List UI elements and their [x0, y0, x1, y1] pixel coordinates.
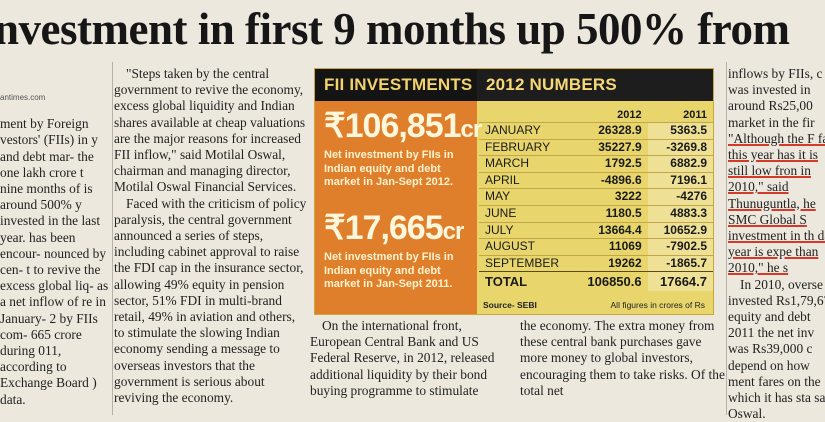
table-header-2012: 2012	[617, 109, 642, 121]
table-row: JANUARY 26328.9 5363.5	[479, 122, 713, 140]
table-units-note: All figures in crores of Rs	[610, 300, 705, 310]
month-cell: MARCH	[479, 155, 575, 173]
value-2012: 13664.4	[574, 221, 648, 239]
policy-paragraph: Faced with the criticism of policy paral…	[114, 195, 307, 406]
month-cell: JUNE	[479, 204, 575, 223]
comparison-paragraph: In 2010, overse invested Rs1,79,67 equit…	[728, 276, 825, 422]
total-row: TOTAL 106850.6 17664.7	[479, 271, 713, 292]
value-2011: -7902.5	[647, 238, 713, 256]
table-row: JULY 13664.4 10652.9	[479, 221, 713, 239]
source-credit: antimes.com	[0, 93, 46, 102]
column-rule	[112, 62, 113, 415]
value-2012: 11069	[574, 238, 648, 256]
amount-2012: ₹106,851cr	[324, 107, 482, 145]
value-2012: 3222	[574, 188, 648, 206]
month-cell: JANUARY	[479, 122, 575, 140]
value-2011: 7196.1	[647, 171, 713, 189]
month-cell: FEBRUARY	[479, 138, 575, 156]
value-2012: -4896.6	[574, 171, 648, 189]
total-2012: 106850.6	[574, 271, 648, 292]
value-2011: -1865.7	[647, 254, 713, 272]
value-2012: 26328.9	[574, 122, 648, 140]
article-column-3: On the international front, European Cen…	[310, 318, 516, 399]
amount-2011: ₹17,665cr	[324, 209, 464, 247]
value-2011: -3269.8	[647, 138, 713, 156]
international-paragraph: On the international front, European Cen…	[310, 318, 495, 398]
table-row: JUNE 1180.5 4883.3	[479, 204, 713, 223]
table-header-2011: 2011	[683, 109, 707, 121]
table-row: APRIL -4896.6 7196.1	[479, 171, 713, 189]
amount-2011-description: Net investment by FIIs in Indian equity …	[324, 251, 454, 290]
value-2011: 6882.9	[647, 155, 713, 173]
value-2012: 1180.5	[574, 204, 648, 223]
article-column-4: the economy. The extra money from these …	[520, 318, 726, 399]
table-header	[479, 109, 574, 123]
value-2012: 35227.9	[574, 138, 648, 156]
table-row: MAY 3222 -4276	[479, 188, 713, 206]
quote-paragraph: "Steps taken by the central government t…	[114, 66, 306, 195]
highlighted-quote: "Although the F far this year has it is …	[728, 130, 825, 276]
inflow-paragraph: inflows by FIIs, c was invested in aroun…	[728, 66, 823, 130]
column-1-text: ment by Foreign vestors' (FIIs) in y and…	[0, 116, 109, 407]
column-rule	[726, 62, 727, 415]
liquidity-paragraph: the economy. The extra money from these …	[520, 318, 725, 398]
value-2011: 10652.9	[647, 221, 713, 239]
table-row: AUGUST 11069 -7902.5	[479, 238, 713, 256]
fii-investment-panel: FII INVESTMENTS 2012 NUMBERS ₹106,851cr …	[314, 68, 714, 315]
article-column-2: "Steps taken by the central government t…	[114, 66, 308, 406]
amount-2012-description: Net investment by FIIs in Indian equity …	[324, 149, 454, 188]
summary-panel	[315, 69, 477, 314]
month-cell: AUGUST	[479, 238, 575, 256]
total-label: TOTAL	[479, 271, 575, 292]
monthly-investment-table: 2012 2011 JANUARY 26328.9 5363.5 FEBRUARY 3…	[479, 109, 713, 292]
table-source: Source- SEBI	[483, 300, 537, 310]
month-cell: SEPTEMBER	[479, 254, 575, 272]
total-2011: 17664.7	[647, 271, 713, 292]
table-row: SEPTEMBER 19262 -1865.7	[479, 254, 713, 272]
month-cell: APRIL	[479, 171, 575, 189]
value-2011: -4276	[647, 188, 713, 206]
month-cell: MAY	[479, 188, 575, 206]
month-cell: JULY	[479, 221, 575, 239]
headline: nvestment in first 9 months up 500% from	[0, 4, 790, 54]
article-column-1: antimes.com ment by Foreign vestors' (FI…	[0, 90, 110, 408]
table-row: MARCH 1792.5 6882.9	[479, 155, 713, 173]
table-row: FEBRUARY 35227.9 -3269.8	[479, 138, 713, 156]
value-2011: 5363.5	[647, 122, 713, 140]
panel-title-left: FII INVESTMENTS	[315, 69, 477, 101]
value-2012: 1792.5	[574, 155, 648, 173]
panel-title-right: 2012 NUMBERS	[477, 69, 713, 101]
article-column-5: inflows by FIIs, c was invested in aroun…	[728, 66, 825, 422]
value-2011: 4883.3	[647, 204, 713, 223]
value-2012: 19262	[574, 254, 648, 272]
